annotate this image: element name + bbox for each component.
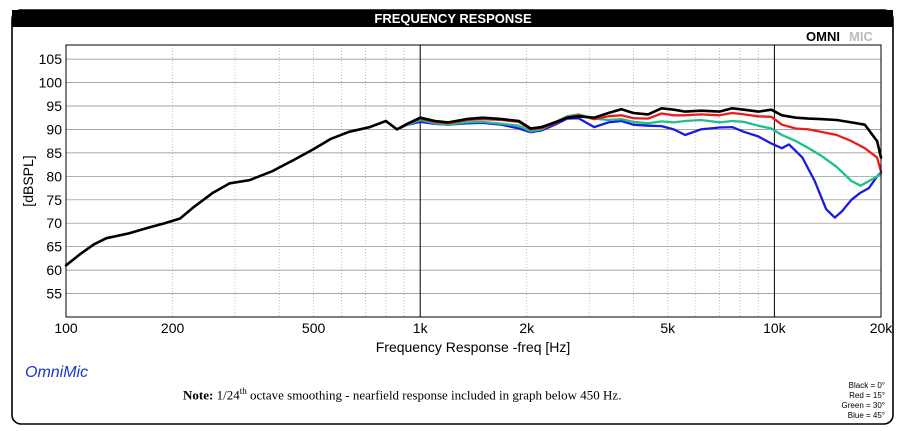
- x-tick-label: 5k: [660, 320, 676, 336]
- y-tick-label: 85: [46, 145, 62, 161]
- x-tick-label: 500: [302, 320, 326, 336]
- note-text-b: octave smoothing - nearfield response in…: [249, 387, 622, 403]
- y-tick-label: 105: [39, 51, 63, 67]
- legend-entry-blue: Blue = 45°: [847, 411, 885, 420]
- y-tick-label: 60: [46, 262, 62, 278]
- brand-text: OmniMic: [25, 364, 89, 381]
- y-tick-label: 65: [46, 239, 62, 255]
- legend: Black = 0° Red = 15° Green = 30° Blue = …: [842, 381, 885, 421]
- y-tick-label: 90: [46, 121, 62, 137]
- x-tick-label: 2k: [519, 320, 535, 336]
- note-text-a: 1/24: [216, 387, 240, 403]
- y-tick-label: 70: [46, 215, 62, 231]
- plot-border: [65, 44, 882, 318]
- plot-area: [65, 44, 882, 318]
- logo-light: MIC: [849, 29, 873, 44]
- x-tick-label: 200: [161, 320, 185, 336]
- logo-bold: OMNI: [806, 29, 840, 44]
- x-tick-label: 1k: [413, 320, 429, 336]
- y-tick-labels: 55 60 65 70 75 80 85 90 95 100 105: [39, 51, 63, 302]
- y-axis-label: [dBSPL]: [20, 155, 36, 206]
- x-tick-labels: 100 200 500 1k 2k 5k 10k 20k: [54, 320, 893, 336]
- omnimic-logo: OMNI MIC: [806, 29, 873, 44]
- chart-title: FREQUENCY RESPONSE: [374, 11, 532, 26]
- series-line-green: [384, 113, 883, 187]
- series-layer: [64, 107, 883, 267]
- note-prefix: Note:: [183, 387, 214, 403]
- note-sup: th: [239, 386, 247, 396]
- y-tick-label: 100: [39, 75, 63, 91]
- major-grid: [66, 45, 881, 317]
- title-bar: [12, 10, 893, 27]
- y-tick-label: 95: [46, 98, 62, 114]
- legend-entry-green: Green = 30°: [841, 401, 885, 410]
- legend-entry-red: Red = 15°: [849, 391, 885, 400]
- x-tick-label: 100: [54, 320, 78, 336]
- x-axis-label: Frequency Response -freq [Hz]: [376, 339, 571, 355]
- y-tick-label: 80: [46, 168, 62, 184]
- legend-entry-black: Black = 0°: [848, 381, 885, 390]
- x-tick-label: 20k: [870, 320, 894, 336]
- y-tick-label: 75: [46, 192, 62, 208]
- smoothing-note: Note: 1/24th octave smoothing - nearfiel…: [183, 386, 621, 403]
- y-tick-label: 55: [46, 286, 62, 302]
- x-tick-label: 10k: [763, 320, 787, 336]
- series-line-black: [64, 107, 883, 267]
